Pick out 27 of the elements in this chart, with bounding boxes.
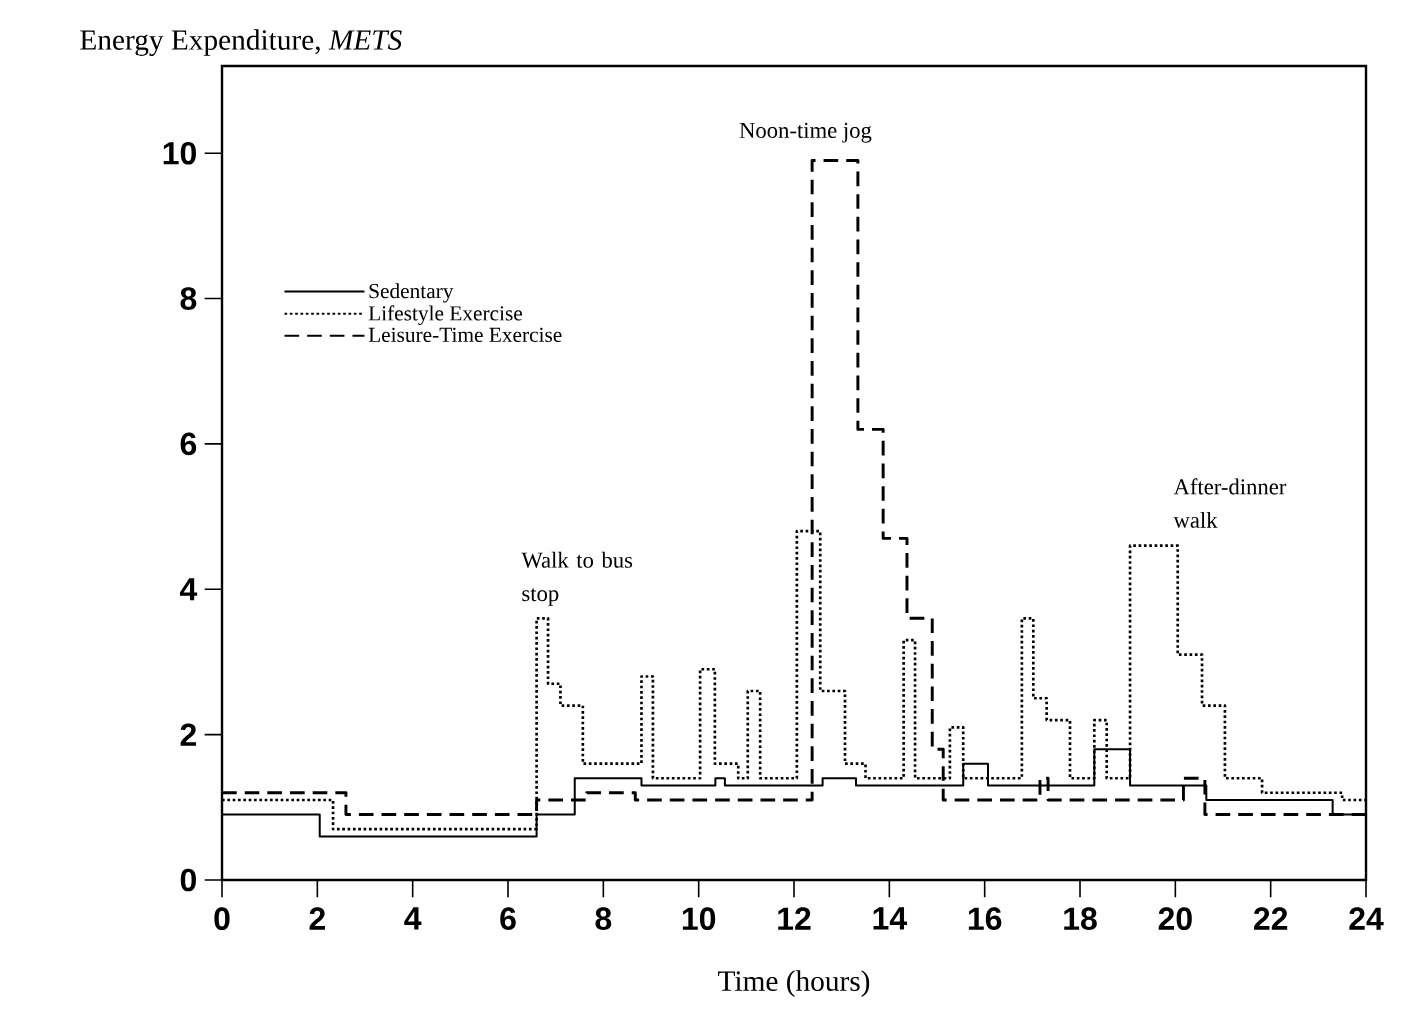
annotation: After-dinner walk [1173,478,1287,528]
y-tick-label: 0 [180,868,196,892]
y-tick-label: 2 [180,723,197,746]
y-axis-title: Energy Expenditure, METS [80,29,402,56]
x-tick-label: 18 [1064,907,1097,931]
x-tick-label: 0 [214,907,230,931]
x-tick-label: 20 [1158,907,1192,931]
y-tick-label: 6 [180,432,197,456]
x-tick-label: 14 [873,907,907,930]
legend-label: Sedentary [369,283,454,303]
x-tick-label: 24 [1349,907,1384,930]
x-tick-label: 6 [500,907,516,931]
y-tick-label: 10 [163,141,196,165]
x-tick-label: 12 [778,907,811,930]
y-tick-label: 4 [179,578,198,601]
legend-label: Leisure-Time Exercise [368,327,562,343]
annotation: Noon-time jog [739,122,872,143]
x-tick-label: 8 [595,907,612,931]
x-tick-label: 10 [682,907,716,931]
x-tick-label: 2 [309,907,325,930]
x-tick-label: 16 [968,907,1002,931]
x-axis-title: Time (hours) [718,970,870,997]
x-tick-label: 22 [1253,907,1288,930]
x-tick-label: 4 [404,907,422,930]
annotation: Walk to bus stop [521,551,633,606]
y-tick-label: 8 [180,287,197,310]
legend-label: Lifestyle Exercise [368,305,523,325]
